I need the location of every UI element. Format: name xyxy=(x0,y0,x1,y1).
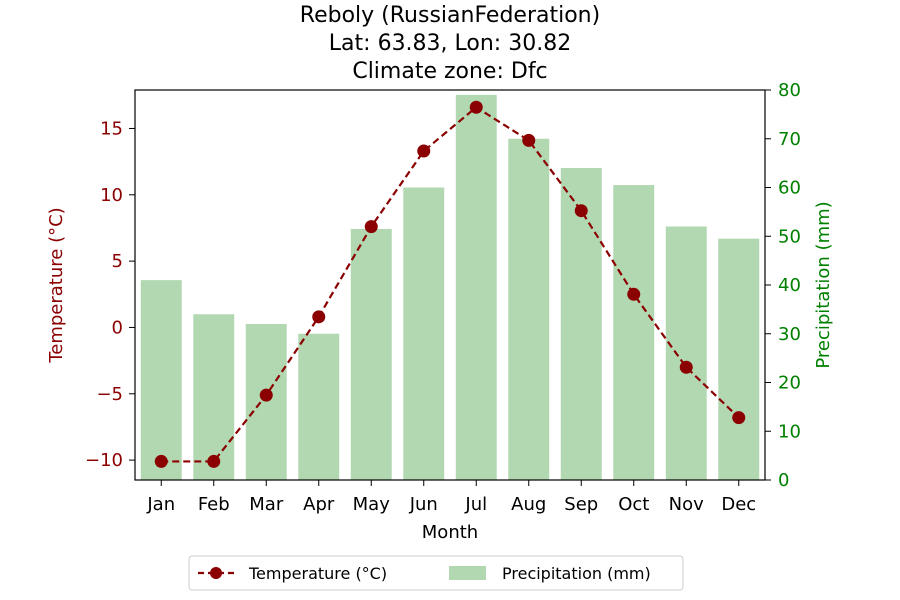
legend-temperature-marker xyxy=(210,567,222,579)
y-left-tick-label: 0 xyxy=(112,317,123,338)
y-axis-right: 0 10 20 30 40 50 60 70 80 xyxy=(765,80,801,491)
legend-item-temperature: Temperature (°C) xyxy=(198,564,387,583)
x-tick-label: Sep xyxy=(564,494,598,515)
temperature-point xyxy=(154,454,168,468)
y-left-tick-label: 15 xyxy=(100,118,123,139)
chart-title: Reboly (RussianFederation) Lat: 63.83, L… xyxy=(300,3,600,84)
temperature-point xyxy=(522,133,536,147)
temperature-point xyxy=(259,388,273,402)
y-left-tick-label: 10 xyxy=(100,185,123,206)
x-tick-label: Jul xyxy=(464,494,487,515)
x-tick-label: Dec xyxy=(721,494,756,515)
temperature-line xyxy=(154,100,746,468)
x-tick-label: Nov xyxy=(669,494,704,515)
y-right-tick-label: 70 xyxy=(778,129,801,150)
precipitation-bar xyxy=(665,226,707,480)
precipitation-bar xyxy=(718,238,760,480)
y-right-tick-label: 0 xyxy=(778,470,789,491)
x-axis: Jan Feb Mar Apr May Jun Jul Aug Sep Oct Nov Dec xyxy=(146,480,756,515)
x-tick-label: Oct xyxy=(618,494,649,515)
temperature-point xyxy=(417,144,431,158)
y-right-tick-label: 30 xyxy=(778,324,801,345)
y-right-tick-label: 60 xyxy=(778,178,801,199)
temperature-point xyxy=(679,360,693,374)
y-axis-left: −10 −5 0 5 10 15 xyxy=(85,118,135,471)
y-left-tick-label: 5 xyxy=(112,251,123,272)
legend-temperature-label: Temperature (°C) xyxy=(248,564,387,583)
precipitation-bar xyxy=(455,94,497,480)
y-left-tick-label: −10 xyxy=(85,450,123,471)
precipitation-bar xyxy=(140,280,182,480)
precipitation-bar xyxy=(350,228,392,480)
y-axis-right-label: Precipitation (mm) xyxy=(813,201,834,368)
x-tick-label: Jun xyxy=(409,494,438,515)
y-left-tick-label: −5 xyxy=(96,384,123,405)
x-axis-label: Month xyxy=(422,522,478,543)
y-right-tick-label: 10 xyxy=(778,421,801,442)
temperature-series-line xyxy=(161,105,740,463)
x-tick-label: Feb xyxy=(198,494,230,515)
temperature-point xyxy=(627,287,641,301)
title-line-2: Lat: 63.83, Lon: 30.82 xyxy=(329,31,571,56)
temperature-point xyxy=(732,411,746,425)
y-right-tick-label: 80 xyxy=(778,80,801,101)
temperature-point xyxy=(207,454,221,468)
temperature-point xyxy=(574,204,588,218)
legend-frame xyxy=(188,555,684,591)
x-tick-label: May xyxy=(353,494,391,515)
temperature-point xyxy=(312,310,326,324)
title-line-1: Reboly (RussianFederation) xyxy=(300,3,600,28)
x-tick-label: Jan xyxy=(146,494,175,515)
legend: Temperature (°C) Precipitation (mm) xyxy=(188,555,684,591)
x-tick-label: Mar xyxy=(249,494,284,515)
precipitation-bar xyxy=(298,333,340,480)
precipitation-bar xyxy=(245,324,287,480)
legend-precipitation-label: Precipitation (mm) xyxy=(502,564,651,583)
y-right-tick-label: 20 xyxy=(778,373,801,394)
legend-item-precipitation: Precipitation (mm) xyxy=(449,564,651,583)
precipitation-bar xyxy=(403,187,445,480)
precipitation-bars xyxy=(140,94,760,480)
precipitation-bar xyxy=(613,185,655,480)
y-axis-left-label: Temperature (°C) xyxy=(46,207,67,363)
x-tick-label: Apr xyxy=(303,494,335,515)
y-right-tick-label: 50 xyxy=(778,226,801,247)
legend-precipitation-swatch xyxy=(449,566,486,580)
x-tick-label: Aug xyxy=(511,494,546,515)
precipitation-bar xyxy=(508,138,550,480)
title-line-3: Climate zone: Dfc xyxy=(352,59,547,84)
temperature-point xyxy=(469,100,483,114)
precipitation-bar xyxy=(193,314,235,480)
precipitation-bar xyxy=(560,168,602,480)
temperature-point xyxy=(364,220,378,234)
y-right-tick-label: 40 xyxy=(778,275,801,296)
